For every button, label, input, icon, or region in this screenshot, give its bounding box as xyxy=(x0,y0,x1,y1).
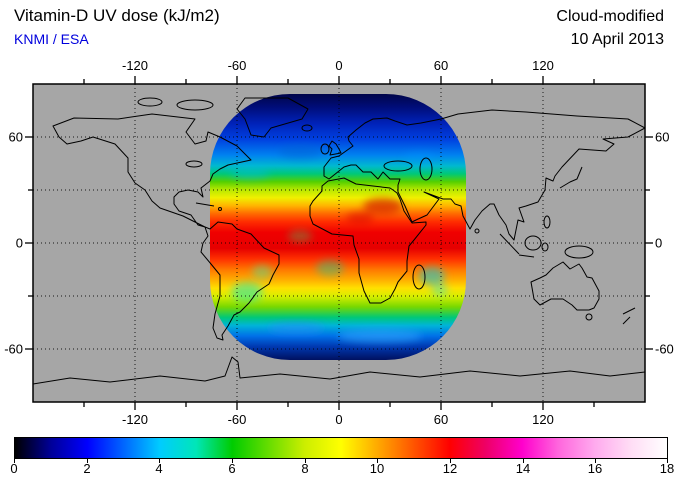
colorbar-tick-label: 16 xyxy=(587,461,603,476)
colorbar-tick xyxy=(14,459,15,463)
lon-tick-label: -120 xyxy=(121,58,149,73)
mode-label: Cloud-modified xyxy=(556,8,664,25)
lon-tick-label: -120 xyxy=(121,412,149,427)
lat-tick-label: -60 xyxy=(4,341,23,357)
cloud-patches xyxy=(230,145,448,343)
lon-tick-label: 0 xyxy=(335,58,343,73)
lat-tick-label: 60 xyxy=(8,129,23,145)
lon-tick-label: 0 xyxy=(335,412,343,427)
uv-dose-swath xyxy=(210,94,466,360)
colorbar-tick-label: 8 xyxy=(301,461,309,476)
axis-ticks xyxy=(25,76,653,410)
lon-tick-label: -60 xyxy=(227,412,247,427)
date-label: 10 April 2013 xyxy=(570,31,664,48)
colorbar-tick xyxy=(377,459,378,463)
lon-tick-label: 60 xyxy=(433,58,449,73)
colorbar-tick-label: 18 xyxy=(659,461,675,476)
colorbar-tick xyxy=(305,459,306,463)
colorbar-tick xyxy=(87,459,88,463)
lat-tick-label: 60 xyxy=(655,129,670,145)
colorbar-tick-label: 6 xyxy=(228,461,236,476)
coastlines xyxy=(32,97,646,385)
page-title: Vitamin-D UV dose (kJ/m2) xyxy=(14,6,220,25)
colorbar-tick xyxy=(159,459,160,463)
lon-tick-label: 120 xyxy=(532,412,554,427)
lon-tick-label: 60 xyxy=(433,412,449,427)
colorbar-tick xyxy=(667,459,668,463)
header-right: Cloud-modified 10 April 2013 xyxy=(556,5,664,51)
credit-label: KNMI / ESA xyxy=(14,31,89,47)
colorbar-tick xyxy=(450,459,451,463)
colorbar-tick-label: 10 xyxy=(369,461,385,476)
graticule xyxy=(33,84,645,402)
lon-tick-label: -60 xyxy=(227,58,247,73)
lat-tick-label: 0 xyxy=(15,235,23,251)
colorbar-tick xyxy=(523,459,524,463)
colorbar-gradient xyxy=(14,437,668,459)
lat-tick-label: 0 xyxy=(655,235,663,251)
colorbar-tick-label: 2 xyxy=(83,461,91,476)
colorbar-tick-label: 14 xyxy=(515,461,531,476)
colorbar-tick-label: 4 xyxy=(155,461,163,476)
colorbar-tick xyxy=(595,459,596,463)
lon-tick-label: 120 xyxy=(532,58,554,73)
colorbar-tick-label: 12 xyxy=(442,461,458,476)
lat-tick-label: -60 xyxy=(655,341,674,357)
colorbar-tick xyxy=(232,459,233,463)
colorbar-tick-label: 0 xyxy=(10,461,18,476)
